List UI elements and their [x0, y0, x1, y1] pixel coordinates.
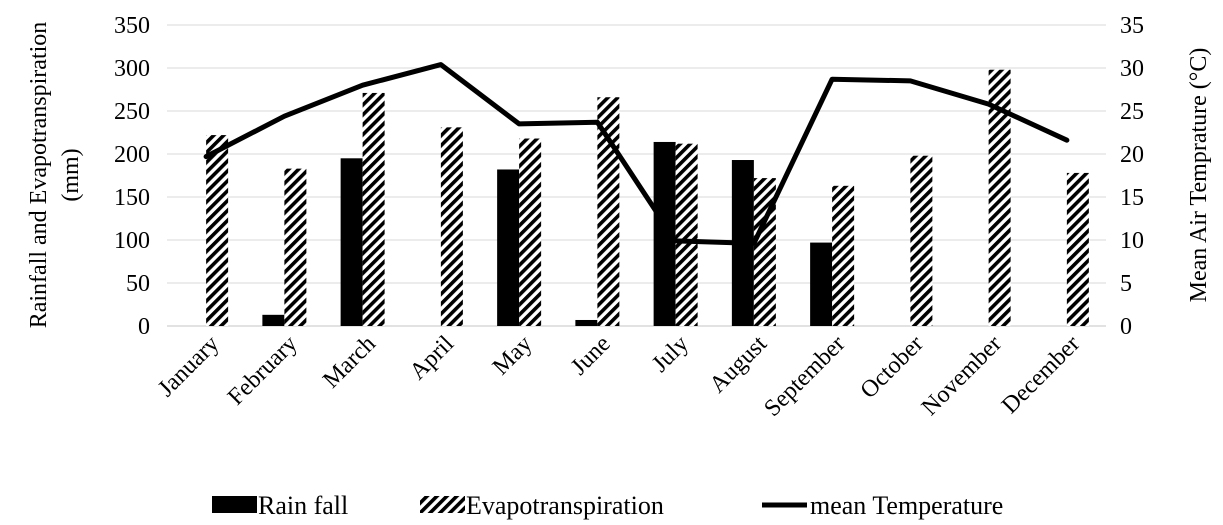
x-tick-label: January: [153, 331, 224, 402]
y-tick-label: 250: [114, 99, 150, 125]
evapotranspiration-bar: [753, 178, 776, 326]
y-tick-label: 0: [138, 314, 150, 340]
evapotranspiration-bar: [910, 155, 933, 326]
x-tick-label: December: [997, 331, 1085, 419]
y-axis-title: Rainfall and Evapotranspiration (mm): [26, 22, 84, 329]
rain-bar: [575, 319, 598, 326]
x-tick-label: March: [318, 331, 381, 394]
x-tick-label: August: [705, 331, 773, 399]
rain-bar: [653, 141, 676, 326]
y2-tick-label: 25: [1120, 99, 1144, 125]
legend-label-temp: mean Temperature: [810, 491, 1003, 520]
x-tick-label: May: [488, 331, 537, 380]
evapotranspiration-bar: [440, 127, 463, 326]
y-axis-title-line2: (mm): [58, 148, 84, 201]
y2-tick-label: 15: [1120, 185, 1144, 211]
gridlines: [167, 24, 1106, 327]
evapotranspiration-bar: [362, 92, 385, 326]
y2-tick-label: 10: [1120, 228, 1144, 254]
legend-swatch-evap: [420, 496, 465, 513]
evapotranspiration-bar: [519, 138, 542, 326]
x-tick-label: September: [759, 331, 850, 422]
rain-bar: [810, 242, 833, 326]
rain-bar: [340, 158, 363, 326]
evapotranspiration-bar: [675, 143, 698, 326]
left-axis-ticks: 0 50 100 150 200 250 300 350: [114, 13, 150, 340]
evapotranspiration-bar: [284, 168, 307, 326]
y2-axis-title: Mean Air Temprature (°C): [1186, 48, 1212, 303]
y2-tick-label: 20: [1120, 142, 1144, 168]
y-tick-label: 100: [114, 228, 150, 254]
y2-tick-label: 5: [1120, 271, 1132, 297]
right-axis-ticks: 0 5 10 15 20 25 30 35: [1120, 13, 1144, 340]
x-tick-label: June: [566, 331, 615, 380]
y-tick-label: 350: [114, 13, 150, 39]
y-tick-label: 150: [114, 185, 150, 211]
y2-tick-label: 30: [1120, 56, 1144, 82]
legend-swatch-rain: [212, 496, 257, 513]
rain-bar: [497, 169, 520, 326]
x-tick-label: July: [647, 331, 694, 378]
y-tick-label: 300: [114, 56, 150, 82]
evapotranspiration-bar: [1066, 172, 1089, 326]
x-tick-label: April: [405, 331, 459, 385]
y-axis-title-line1: Rainfall and Evapotranspiration: [26, 22, 52, 329]
bars: [206, 69, 1089, 327]
x-tick-label: February: [223, 331, 303, 411]
y2-tick-label: 0: [1120, 314, 1132, 340]
rain-bar: [262, 314, 285, 326]
y-tick-label: 200: [114, 142, 150, 168]
evapotranspiration-bar: [206, 135, 229, 326]
legend: Rain fall Evapotranspiration mean Temper…: [212, 491, 1003, 520]
evapotranspiration-bar: [832, 185, 855, 326]
y2-tick-label: 35: [1120, 13, 1144, 39]
legend-label-evap: Evapotranspiration: [466, 491, 664, 520]
x-tick-label: October: [856, 331, 929, 404]
evapotranspiration-bar: [597, 97, 620, 327]
y2-axis-title-text: Mean Air Temprature (°C): [1186, 48, 1212, 303]
temperature-series-line: [203, 62, 1070, 246]
x-tick-label: November: [917, 331, 1007, 421]
evapotranspiration-bar: [988, 69, 1011, 326]
legend-label-rain: Rain fall: [258, 491, 348, 520]
y-tick-label: 50: [126, 271, 150, 297]
temperature-line: [203, 62, 1070, 246]
